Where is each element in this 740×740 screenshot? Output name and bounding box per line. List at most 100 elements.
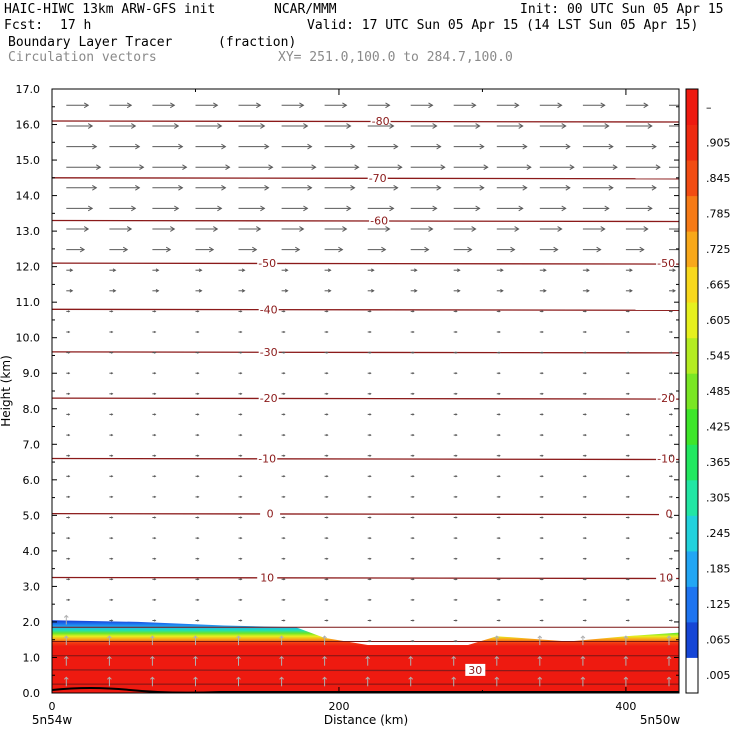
vector-arrowhead bbox=[322, 676, 327, 680]
vector-arrowhead bbox=[365, 676, 371, 680]
vector-arrowhead bbox=[627, 475, 630, 478]
vector-arrowhead bbox=[67, 475, 71, 478]
vector-arrowhead bbox=[670, 330, 673, 334]
vector-arrowhead bbox=[494, 655, 500, 660]
vector-arrowhead bbox=[537, 635, 543, 639]
vector-arrowhead bbox=[612, 164, 618, 171]
vector-arrowhead bbox=[584, 413, 587, 416]
colorbar-swatch bbox=[686, 586, 698, 623]
vector-arrowhead bbox=[584, 454, 587, 457]
vector-arrowhead bbox=[584, 495, 587, 499]
vector-arrowhead bbox=[455, 639, 458, 643]
vector-arrowhead bbox=[67, 392, 71, 396]
vector-arrowhead bbox=[153, 475, 157, 478]
contour-line bbox=[52, 120, 679, 123]
vector-arrowhead bbox=[584, 598, 587, 602]
colorbar-swatch bbox=[686, 89, 698, 125]
vector-arrowhead bbox=[479, 143, 485, 150]
vector-arrowhead bbox=[584, 372, 587, 375]
colorbar-swatch bbox=[686, 302, 698, 339]
vector-arrowhead bbox=[580, 655, 586, 660]
vector-arrowhead bbox=[561, 123, 567, 129]
vector-arrowhead bbox=[240, 475, 243, 478]
vector-arrowhead bbox=[350, 184, 356, 191]
vector-arrowhead bbox=[326, 433, 329, 437]
vector-arrowhead bbox=[96, 164, 102, 171]
vector-arrowhead bbox=[580, 635, 586, 639]
vector-arrowhead bbox=[627, 310, 630, 313]
vector-arrowhead bbox=[627, 516, 630, 519]
colorbar-swatch bbox=[686, 195, 698, 232]
vector-arrowhead bbox=[283, 495, 286, 499]
vector-arrowhead bbox=[699, 165, 703, 170]
contour-label-bg bbox=[258, 345, 279, 358]
contour-label-bg bbox=[258, 392, 279, 405]
contour-label: -80 bbox=[372, 115, 390, 128]
vector-arrowhead bbox=[412, 330, 415, 334]
colorbar-swatch bbox=[686, 444, 698, 481]
vector-arrowhead bbox=[455, 578, 458, 581]
vector-arrowhead bbox=[670, 578, 673, 581]
vector-arrowhead bbox=[197, 619, 200, 622]
vector-arrowhead bbox=[197, 557, 200, 560]
vector-arrowhead bbox=[346, 123, 352, 129]
vector-arrowhead bbox=[67, 310, 71, 313]
vector-arrowhead bbox=[153, 433, 157, 437]
y-tick-label: 12.0 bbox=[16, 261, 41, 274]
vector-arrowhead bbox=[284, 268, 289, 273]
x-endpoint-right: 5n50w bbox=[640, 713, 681, 727]
vector-arrowhead bbox=[666, 655, 672, 660]
y-tick-label: 7.0 bbox=[23, 438, 41, 451]
vector-arrowhead bbox=[198, 268, 203, 273]
vector-arrowhead bbox=[369, 372, 372, 375]
vector-arrowhead bbox=[455, 372, 458, 375]
vector-arrowhead bbox=[326, 454, 329, 457]
contour-label-bg bbox=[258, 303, 279, 316]
y-tick-label: 4.0 bbox=[23, 545, 41, 558]
vector-arrowhead bbox=[126, 226, 133, 232]
vector-arrowhead bbox=[126, 102, 133, 109]
vector-arrowhead bbox=[153, 330, 157, 334]
vector-arrowhead bbox=[412, 516, 415, 519]
vector-arrowhead bbox=[107, 676, 112, 680]
colorbar-label: .545 bbox=[706, 350, 731, 363]
vector-arrowhead bbox=[153, 598, 157, 602]
vector-arrowhead bbox=[67, 557, 71, 560]
contour-line bbox=[52, 177, 679, 180]
vector-arrowhead bbox=[240, 372, 243, 375]
vector-arrowhead bbox=[412, 619, 415, 622]
vector-arrowhead bbox=[283, 475, 286, 478]
vector-arrowhead bbox=[256, 226, 262, 232]
vector-arrowhead bbox=[135, 143, 141, 150]
vector-arrowhead bbox=[67, 372, 71, 375]
vector-arrowhead bbox=[584, 310, 587, 313]
vector-arrowhead bbox=[197, 372, 200, 375]
vector-arrowhead bbox=[264, 143, 270, 150]
vector-arrowhead bbox=[627, 330, 630, 334]
vector-arrowhead bbox=[69, 268, 74, 273]
vector-arrowhead bbox=[627, 557, 630, 560]
vector-arrowhead bbox=[569, 164, 575, 171]
header-field-units: (fraction) bbox=[218, 35, 297, 50]
vector-arrowhead bbox=[110, 578, 114, 581]
temperature-contours: -80 -70 -60 -50 -50 -40 -30 -20 -20 -10 -10 0 0 10 10 3… bbox=[52, 115, 679, 685]
vector-arrowhead bbox=[666, 635, 672, 639]
colorbar-label: .065 bbox=[706, 634, 731, 647]
contour-label: -30 bbox=[260, 346, 278, 359]
vector-arrowhead bbox=[240, 619, 243, 622]
vector-arrowhead bbox=[414, 288, 418, 293]
vector-arrowhead bbox=[393, 143, 399, 150]
vector-arrowhead bbox=[326, 578, 329, 581]
vector-arrowhead bbox=[584, 619, 587, 622]
vector-arrowhead bbox=[381, 246, 387, 253]
vector-arrowhead bbox=[498, 475, 501, 478]
vector-arrowhead bbox=[584, 578, 587, 581]
colorbar-label: .905 bbox=[706, 136, 731, 149]
vector-arrowhead bbox=[236, 655, 241, 660]
vector-arrowhead bbox=[208, 246, 215, 253]
vector-arrowhead bbox=[514, 226, 520, 232]
vector-arrowhead bbox=[397, 164, 403, 171]
vector-arrowhead bbox=[541, 351, 544, 354]
vector-arrowhead bbox=[67, 598, 71, 602]
vector-arrowhead bbox=[584, 330, 587, 334]
